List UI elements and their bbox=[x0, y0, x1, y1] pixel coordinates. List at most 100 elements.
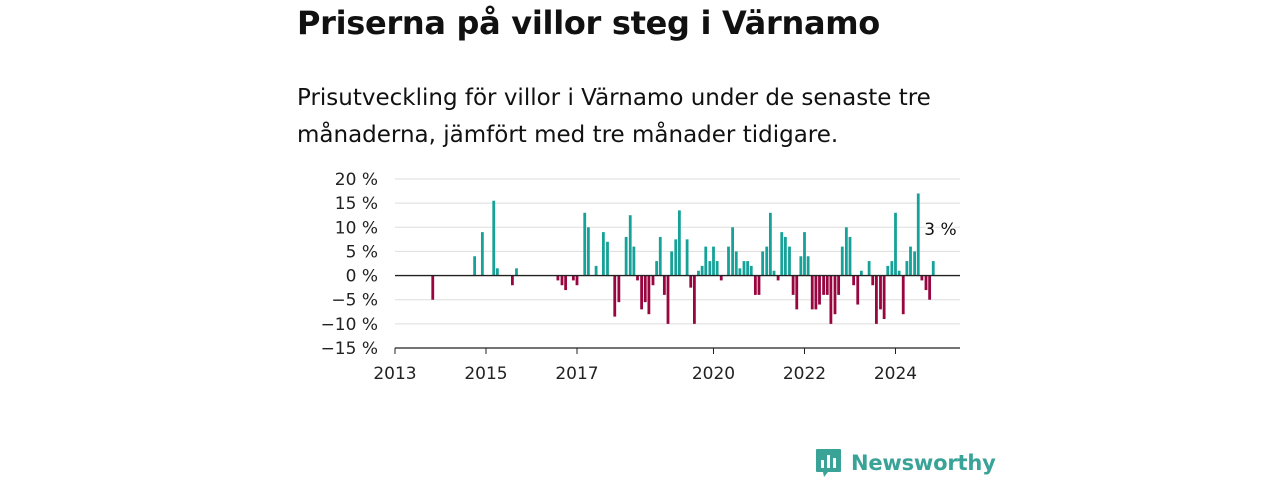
bar bbox=[575, 275, 579, 286]
bar bbox=[776, 275, 780, 281]
y-tick-label: 5 % bbox=[346, 242, 378, 262]
bar bbox=[480, 232, 484, 276]
bar bbox=[840, 246, 844, 276]
bar bbox=[636, 275, 639, 281]
bar bbox=[890, 261, 894, 276]
bar bbox=[791, 275, 795, 295]
page-subtitle: Prisutveckling för villor i Värnamo unde… bbox=[297, 85, 931, 148]
x-tick-label: 2022 bbox=[783, 364, 826, 384]
bar bbox=[712, 246, 715, 276]
bar bbox=[859, 270, 863, 276]
bar bbox=[606, 241, 609, 276]
latest-value-label: 3 % bbox=[924, 220, 956, 240]
bar bbox=[571, 275, 575, 281]
bar bbox=[564, 275, 568, 291]
y-tick-label: −15 % bbox=[321, 339, 378, 359]
bar bbox=[867, 261, 871, 276]
bar bbox=[628, 215, 632, 276]
bar bbox=[704, 246, 708, 276]
bar bbox=[856, 275, 860, 305]
bar bbox=[662, 275, 666, 295]
bar bbox=[833, 275, 837, 315]
bar bbox=[492, 200, 496, 276]
bar bbox=[825, 275, 829, 295]
bar bbox=[783, 236, 787, 276]
bar bbox=[837, 275, 841, 295]
y-tick-label: 0 % bbox=[346, 267, 378, 287]
bar bbox=[897, 270, 901, 276]
bar bbox=[643, 275, 647, 303]
newsworthy-logo-icon bbox=[816, 449, 841, 477]
bar bbox=[772, 270, 776, 276]
y-tick-label: 10 % bbox=[335, 218, 378, 238]
bar bbox=[909, 246, 912, 276]
bar bbox=[844, 227, 848, 276]
bar bbox=[708, 261, 712, 276]
x-tick-label: 2013 bbox=[373, 364, 416, 384]
bar bbox=[689, 275, 693, 288]
bar bbox=[795, 275, 799, 310]
bar bbox=[738, 268, 742, 276]
bar bbox=[674, 239, 678, 276]
bar bbox=[886, 265, 890, 276]
bar bbox=[685, 239, 689, 276]
bar bbox=[556, 275, 560, 281]
bars bbox=[431, 193, 935, 324]
bar bbox=[768, 212, 772, 276]
bar bbox=[651, 275, 655, 286]
bar bbox=[727, 246, 730, 276]
y-tick-label: 20 % bbox=[335, 170, 378, 190]
bar bbox=[655, 261, 659, 276]
bar bbox=[515, 268, 518, 276]
bar bbox=[814, 275, 818, 310]
bar bbox=[818, 275, 821, 305]
bar bbox=[719, 275, 723, 281]
bar bbox=[613, 275, 617, 317]
bar bbox=[920, 275, 924, 281]
bar bbox=[806, 256, 810, 276]
bar bbox=[746, 261, 750, 276]
page-title: Priserna på villor steg i Värnamo bbox=[297, 4, 880, 42]
bar bbox=[731, 227, 735, 276]
y-tick-label: 15 % bbox=[335, 194, 378, 214]
bar bbox=[734, 251, 738, 276]
bar bbox=[765, 246, 769, 276]
bar bbox=[761, 251, 765, 276]
bar bbox=[788, 246, 791, 276]
bar bbox=[822, 275, 826, 295]
annotations: 3 % bbox=[923, 219, 958, 242]
bar bbox=[882, 275, 886, 320]
bar bbox=[594, 265, 598, 276]
bar bbox=[913, 251, 917, 276]
bar bbox=[901, 275, 905, 315]
bar bbox=[640, 275, 644, 310]
bar bbox=[632, 246, 636, 276]
bar bbox=[829, 275, 833, 324]
y-tick-label: −10 % bbox=[321, 315, 378, 335]
bar bbox=[617, 275, 621, 303]
bar bbox=[931, 261, 935, 276]
bar bbox=[928, 275, 932, 300]
y-axis-tick-labels: −15 % −10 % −5 % 0 % 5 % 10 % 15 % 20 % bbox=[321, 170, 378, 359]
bar bbox=[431, 275, 435, 300]
bar bbox=[666, 275, 670, 324]
bar bbox=[810, 275, 814, 310]
bar bbox=[924, 275, 928, 291]
bar bbox=[586, 227, 590, 276]
bar bbox=[852, 275, 856, 286]
x-tick-label: 2020 bbox=[692, 364, 735, 384]
bar bbox=[780, 232, 784, 276]
bar bbox=[560, 275, 564, 286]
x-tick-label: 2015 bbox=[464, 364, 507, 384]
bar bbox=[700, 265, 704, 276]
bar bbox=[848, 236, 852, 276]
brand-footer: Newsworthy bbox=[815, 446, 996, 480]
bar bbox=[677, 210, 681, 276]
bar bbox=[601, 232, 605, 276]
bar bbox=[473, 256, 477, 276]
bar bbox=[749, 265, 753, 276]
axes bbox=[395, 274, 960, 349]
x-tick-label: 2024 bbox=[874, 364, 917, 384]
bar bbox=[510, 275, 514, 286]
